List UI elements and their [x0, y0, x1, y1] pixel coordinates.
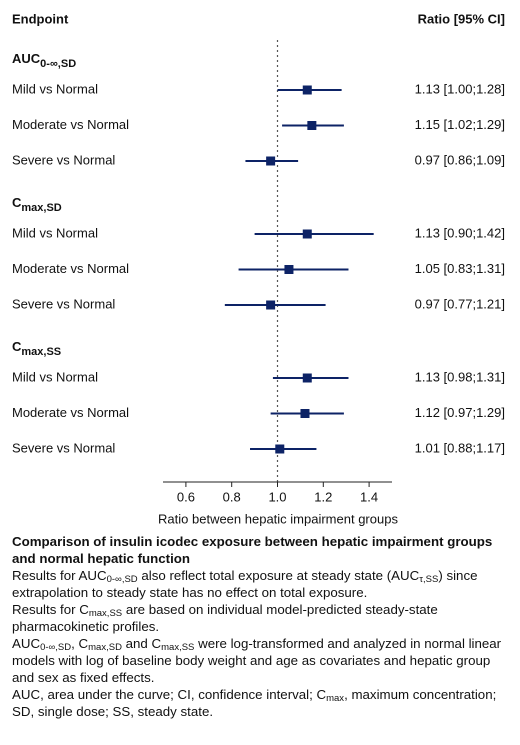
- value-label: 1.13 [1.00;1.28]: [415, 81, 505, 96]
- row-label: Moderate vs Normal: [12, 261, 129, 276]
- footnote-paragraph: Results for AUC0-∞,SD also reflect total…: [12, 567, 512, 601]
- value-label: 1.13 [0.90;1.42]: [415, 225, 505, 240]
- group-title-sub: max,SS: [21, 346, 61, 358]
- text-run: ) since extrapolation to steady state ha…: [12, 568, 478, 600]
- value-label: 1.15 [1.02;1.29]: [415, 117, 505, 132]
- footnote-paragraph: AUC, area under the curve; CI, confidenc…: [12, 686, 512, 720]
- row-label: Severe vs Normal: [12, 152, 115, 167]
- estimate-marker: [284, 265, 294, 274]
- estimate-marker: [302, 373, 312, 383]
- group-title: AUC0-∞,SD: [12, 51, 76, 69]
- group-title-sub: 0-∞,SD: [40, 58, 76, 70]
- group-title: Cmax,SS: [12, 339, 61, 357]
- value-label: 1.01 [0.88;1.17]: [415, 440, 505, 455]
- estimate-marker: [275, 444, 285, 454]
- subscript: max,SD: [88, 642, 122, 653]
- footnote-title: Comparison of insulin icodec exposure be…: [12, 534, 493, 566]
- group-title-main: C: [12, 195, 22, 210]
- column-header: Ratio [95% CI]: [418, 11, 505, 26]
- row-label: Severe vs Normal: [12, 296, 115, 311]
- x-tick-label: 0.6: [177, 489, 195, 504]
- group-title: Cmax,SD: [12, 195, 62, 213]
- group-title-sub: max,SD: [21, 202, 61, 214]
- estimate-marker: [266, 300, 276, 310]
- row-label: Moderate vs Normal: [12, 117, 129, 132]
- row-label: Mild vs Normal: [12, 369, 98, 384]
- value-label: 1.13 [0.98;1.31]: [415, 369, 505, 384]
- group-title-main: AUC: [12, 51, 41, 66]
- text-run: also reflect total exposure at steady st…: [137, 568, 420, 583]
- x-tick-label: 1.2: [314, 489, 332, 504]
- footnote-paragraph: AUC0-∞,SD, Cmax,SD and Cmax,SS were log-…: [12, 635, 512, 686]
- value-label: 0.97 [0.86;1.09]: [415, 152, 505, 167]
- subscript: max,SS: [161, 642, 195, 653]
- x-axis-label: Ratio between hepatic impairment groups: [158, 511, 398, 526]
- subscript: 0-∞,SD: [106, 574, 138, 585]
- text-run: and C: [121, 636, 162, 651]
- text-run: , C: [71, 636, 89, 651]
- x-tick-label: 1.4: [360, 489, 378, 504]
- chart: Endpoint Ratio [95% CI] Ratio between he…: [12, 11, 505, 526]
- subscript: max,SS: [88, 608, 123, 619]
- estimate-marker: [302, 85, 312, 95]
- row-label: Moderate vs Normal: [12, 405, 129, 420]
- value-label: 1.05 [0.83;1.31]: [415, 261, 505, 276]
- subscript: 0-∞,SD: [40, 642, 72, 653]
- row-label: Mild vs Normal: [12, 225, 98, 240]
- x-tick-label: 1.0: [268, 489, 286, 504]
- text-run: are based on individual model-predicted …: [12, 602, 438, 634]
- column-header: Endpoint: [12, 11, 69, 26]
- subscript: τ,SS: [419, 574, 439, 585]
- text-run: , maximum concentration; SD, single dose…: [12, 687, 497, 719]
- estimate-marker: [266, 156, 276, 166]
- text-run: AUC, area under the curve; CI, confidenc…: [12, 687, 327, 702]
- text-run: Results for C: [12, 602, 89, 617]
- text-run: were log-transformed and analyzed in nor…: [12, 636, 502, 685]
- text-run: Results for AUC: [12, 568, 107, 583]
- group-title-main: C: [12, 339, 22, 354]
- x-tick-label: 0.8: [223, 489, 241, 504]
- footnote-paragraph: Results for Cmax,SS are based on individ…: [12, 601, 512, 635]
- value-label: 1.12 [0.97;1.29]: [415, 405, 505, 420]
- row-label: Mild vs Normal: [12, 81, 98, 96]
- estimate-marker: [307, 121, 317, 130]
- estimate-marker: [300, 409, 310, 418]
- row-label: Severe vs Normal: [12, 440, 115, 455]
- footnote: Comparison of insulin icodec exposure be…: [12, 533, 512, 720]
- estimate-marker: [302, 229, 312, 239]
- subscript: max: [326, 693, 345, 704]
- text-run: AUC: [12, 636, 41, 651]
- value-label: 0.97 [0.77;1.21]: [415, 296, 505, 311]
